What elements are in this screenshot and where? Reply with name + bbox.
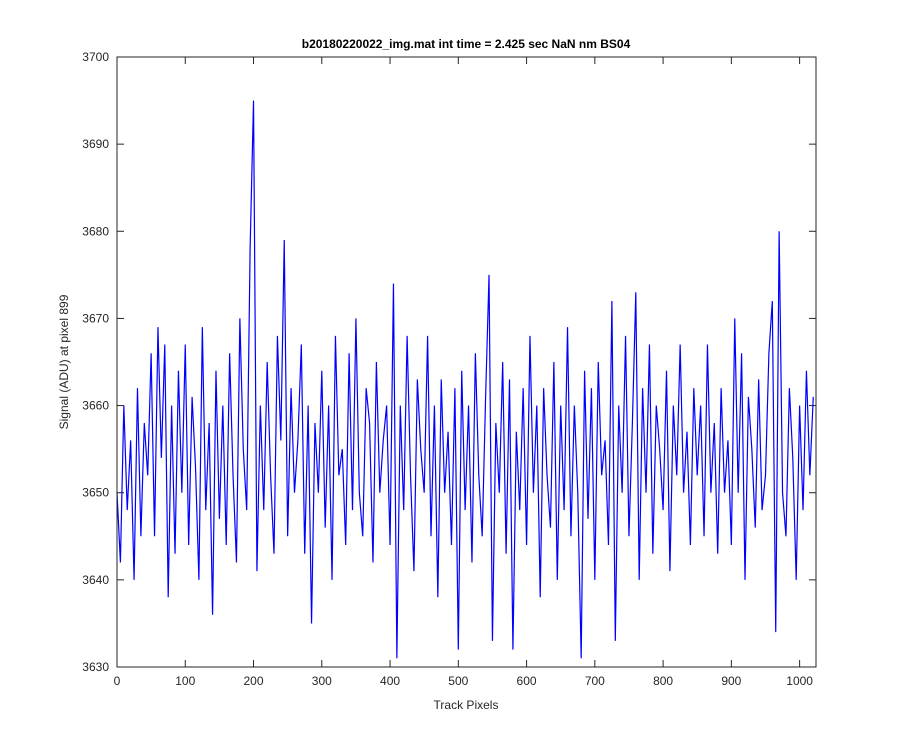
y-tick-label: 3630 [82, 660, 109, 674]
y-axis-label: Signal (ADU) at pixel 899 [57, 294, 71, 429]
x-tick-label: 1000 [786, 674, 813, 688]
x-tick-label: 100 [175, 674, 195, 688]
chart-title: b20180220022_img.mat int time = 2.425 se… [302, 37, 631, 51]
y-tick-label: 3650 [82, 486, 109, 500]
x-tick-label: 200 [244, 674, 264, 688]
x-tick-label: 300 [312, 674, 332, 688]
x-tick-label: 800 [653, 674, 673, 688]
y-tick-label: 3640 [82, 573, 109, 587]
y-tick-label: 3670 [82, 311, 109, 325]
x-tick-label: 600 [517, 674, 537, 688]
signal-line [116, 100, 814, 659]
x-tick-label: 700 [585, 674, 605, 688]
x-tick-label: 400 [380, 674, 400, 688]
y-tick-label: 3680 [82, 224, 109, 238]
plot-frame [116, 56, 817, 668]
y-tick-label: 3690 [82, 137, 109, 151]
x-tick-label: 900 [721, 674, 741, 688]
x-tick-label: 0 [114, 674, 121, 688]
y-tick-label: 3660 [82, 399, 109, 413]
y-tick-label: 3700 [82, 50, 109, 64]
x-tick-label: 500 [448, 674, 468, 688]
x-axis-label: Track Pixels [434, 698, 499, 712]
